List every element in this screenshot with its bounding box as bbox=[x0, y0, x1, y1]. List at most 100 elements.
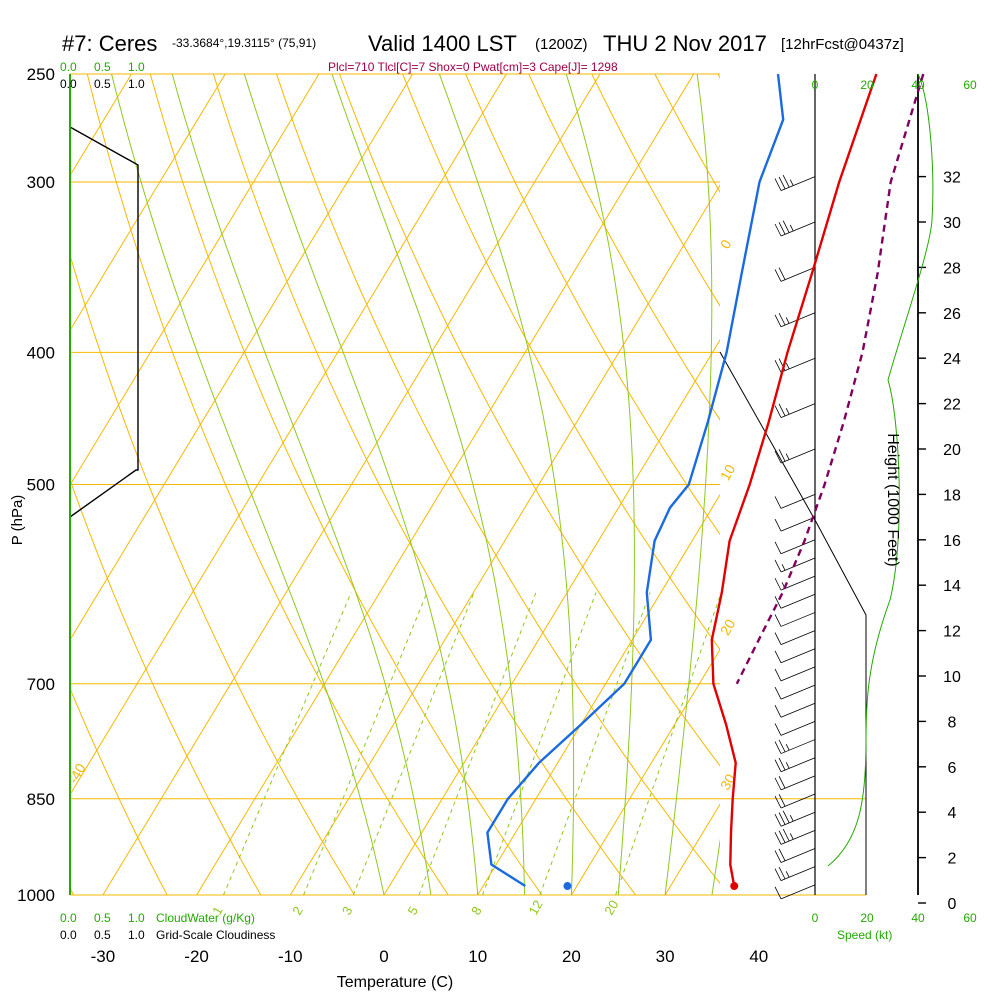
mixing-ratio-label: 2 bbox=[289, 904, 306, 918]
wind-barb bbox=[780, 866, 816, 882]
pressure-tick-label: 1000 bbox=[17, 886, 55, 905]
wind-barb-feather bbox=[778, 312, 786, 326]
height-tick-label: 22 bbox=[943, 397, 961, 414]
dry-adiabat-line bbox=[402, 74, 720, 651]
wind-barb bbox=[780, 666, 816, 682]
temperature-tick-label: -30 bbox=[91, 947, 116, 966]
y-axis-title: P (hPa) bbox=[9, 495, 26, 546]
wind-barb-feather bbox=[774, 541, 782, 554]
wind-barb bbox=[780, 648, 816, 664]
height-tick-label: 18 bbox=[943, 487, 961, 504]
cl-bot-1: 0.5 bbox=[94, 928, 111, 942]
temperature-tick-label: 30 bbox=[656, 947, 675, 966]
speed-bot-20: 20 bbox=[860, 911, 874, 925]
wind-barb bbox=[780, 721, 816, 736]
wind-barb bbox=[780, 176, 816, 191]
moist-adiabat-line bbox=[171, 74, 432, 895]
wind-barb-feather bbox=[774, 614, 782, 627]
wind-barb-feather bbox=[774, 577, 782, 591]
humidity-profile bbox=[827, 73, 934, 867]
wind-barb-feather bbox=[774, 759, 782, 772]
temperature-tick-label: 20 bbox=[562, 947, 581, 966]
mixing-ratio-label: 5 bbox=[404, 904, 421, 918]
height-tick-label: 30 bbox=[943, 215, 961, 232]
height-tick-label: 4 bbox=[948, 805, 957, 822]
wind-barb-half-feather bbox=[789, 224, 794, 232]
cl-bot-2: 1.0 bbox=[128, 928, 145, 942]
moist-adiabat-line bbox=[331, 74, 525, 895]
wind-barb-feather bbox=[778, 176, 786, 190]
dry-adiabat-line bbox=[528, 74, 720, 421]
wind-barb-half-feather bbox=[789, 833, 794, 840]
isotherm-line bbox=[196, 74, 695, 895]
mixing-ratio-line bbox=[352, 592, 475, 895]
wind-barb bbox=[780, 357, 816, 373]
wind-barb-feather bbox=[778, 222, 786, 235]
height-tick-label: 12 bbox=[943, 624, 961, 641]
wind-barb-feather bbox=[774, 777, 782, 791]
cw-top-2: 1.0 bbox=[128, 60, 145, 74]
speed-top-0: 0 bbox=[812, 78, 819, 92]
dry-adiabat-line bbox=[717, 74, 720, 79]
wind-barb-feather bbox=[774, 832, 782, 845]
height-tick-label: 0 bbox=[948, 896, 957, 913]
wind-barb-feather bbox=[782, 810, 790, 824]
mixing-ratio-label: 3 bbox=[339, 904, 356, 918]
wind-barb bbox=[780, 448, 816, 464]
sounding-indices: Plcl=710 Tlcl[C]=7 Shox=0 Pwat[cm]=3 Cap… bbox=[328, 60, 618, 74]
temperature-tick-label: 0 bbox=[379, 947, 388, 966]
moist-adiabat-line bbox=[438, 74, 575, 895]
wind-barb-half-feather bbox=[785, 362, 790, 370]
wind-barb bbox=[780, 612, 816, 627]
height-tick-label: 32 bbox=[943, 170, 961, 187]
wind-barb-feather bbox=[782, 220, 790, 233]
isotherm-line bbox=[853, 74, 1000, 895]
speed-top-60: 60 bbox=[963, 78, 977, 92]
isotherm-label: 0 bbox=[717, 237, 735, 252]
wind-barb-feather bbox=[774, 686, 782, 700]
isotherm-line bbox=[383, 339, 720, 895]
wind-barb bbox=[780, 557, 816, 573]
dry-adiabat-line bbox=[339, 74, 720, 767]
moist-adiabat-line bbox=[111, 74, 385, 895]
wind-barb-feather bbox=[774, 741, 782, 754]
wind-barb-feather bbox=[778, 830, 786, 843]
wind-barb-feather bbox=[774, 668, 782, 682]
forecast-info: [12hrFcst@0437z] bbox=[781, 36, 904, 53]
dry-adiabat-line bbox=[70, 253, 355, 895]
wind-barb bbox=[780, 739, 816, 754]
cw-bot-2: 1.0 bbox=[128, 911, 145, 925]
wind-barb-feather bbox=[774, 886, 782, 900]
cw-bot-1: 0.5 bbox=[94, 911, 111, 925]
wind-barb bbox=[780, 811, 816, 827]
wind-barb-half-feather bbox=[785, 408, 790, 415]
cw-label: CloudWater (g/Kg) bbox=[156, 911, 255, 925]
dry-adiabat-line bbox=[276, 74, 720, 885]
wind-barb-feather bbox=[778, 776, 786, 789]
mixing-ratio-label: 12 bbox=[526, 897, 546, 917]
speed-scale: 0 20 40 60 0 20 40 60 Speed (kt) bbox=[812, 78, 977, 942]
wind-barb-half-feather bbox=[785, 762, 790, 769]
moist-adiabat-line bbox=[664, 74, 713, 895]
isotherm-line bbox=[289, 184, 720, 895]
pressure-tick-label: 500 bbox=[27, 476, 55, 495]
isotherm-line bbox=[102, 74, 601, 895]
wind-barb-feather bbox=[778, 848, 786, 862]
wind-barb-feather bbox=[778, 267, 786, 280]
moist-adiabats bbox=[111, 74, 720, 895]
wind-barb-feather bbox=[774, 814, 782, 827]
wind-barb-half-feather bbox=[785, 453, 790, 460]
height-tick-label: 16 bbox=[943, 533, 961, 550]
pressure-tick-label: 850 bbox=[27, 790, 55, 809]
wind-barb-feather bbox=[774, 795, 782, 809]
temperature-trace bbox=[710, 73, 878, 887]
wind-barb-feather bbox=[774, 269, 782, 282]
isotherm-line bbox=[70, 74, 414, 641]
height-tick-label: 28 bbox=[943, 260, 961, 277]
speed-bot-0: 0 bbox=[812, 911, 819, 925]
cloud-scale-bottom: 0.0 0.5 1.0 CloudWater (g/Kg) 0.0 0.5 1.… bbox=[60, 911, 275, 942]
height-tick-label: 8 bbox=[948, 714, 957, 731]
